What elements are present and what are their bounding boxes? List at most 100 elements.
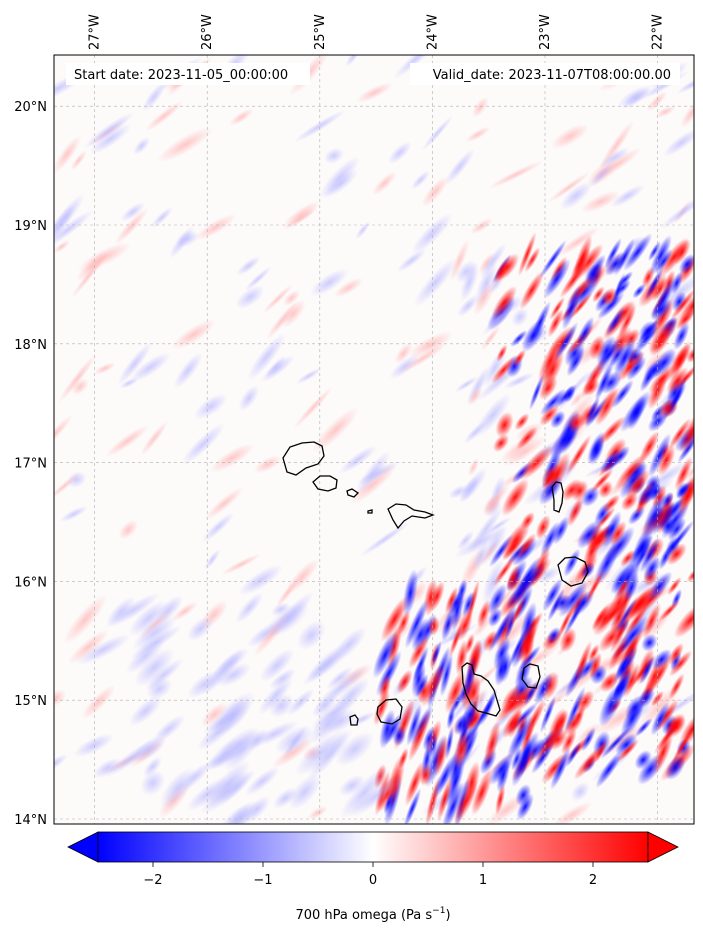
omega-southern-cell: [471, 769, 493, 816]
omega-weak-cell: [194, 393, 228, 420]
omega-southwest-cell: [270, 591, 314, 637]
omega-southern-cell: [433, 735, 449, 777]
omega-strong-cell: [449, 238, 470, 283]
colorbar-tick-label: −1: [253, 873, 272, 888]
omega-southwest-cell: [202, 748, 237, 771]
omega-weak-cell: [236, 256, 261, 276]
map-frame: [53, 54, 695, 825]
omega-strong-cell: [596, 338, 622, 371]
omega-southern-cell: [511, 743, 533, 787]
omega-southwest-cell: [212, 648, 249, 678]
map-panel: Start date: 2023-11-05_00:00:00 Valid_da…: [53, 54, 695, 825]
omega-weak-cell: [504, 436, 547, 467]
omega-strong-cell: [460, 262, 479, 302]
start-date-label: Start date: 2023-11-05_00:00:00: [74, 68, 288, 83]
omega-weak-cell: [285, 558, 320, 595]
omega-strong-cell: [524, 247, 541, 273]
omega-strong-cell: [587, 644, 600, 663]
omega-weak-cell: [265, 355, 287, 378]
omega-southern-cell: [404, 760, 425, 807]
omega-strong-cell: [636, 687, 656, 709]
omega-strong-cell: [655, 248, 673, 274]
omega-weak-cell: [511, 307, 529, 327]
longitude-label: 24°W: [425, 14, 440, 50]
omega-strong-cell: [550, 747, 571, 790]
omega-weak-cell: [140, 420, 168, 456]
colorbar-tick-label: 0: [369, 873, 377, 888]
island-boa-vista: [557, 556, 589, 587]
coastlines: [282, 441, 589, 726]
omega-southern-cell: [429, 733, 438, 758]
omega-weak-cell: [400, 342, 448, 373]
omega-weak-cell: [247, 333, 286, 381]
omega-strong-cell: [538, 476, 563, 505]
omega-southern-cell: [403, 788, 422, 824]
omega-strong-cell: [597, 416, 626, 446]
omega-southwest-cell: [235, 592, 264, 623]
omega-strong-cell: [620, 699, 645, 738]
omega-strong-cell: [591, 524, 612, 548]
omega-strong-cell: [657, 444, 676, 476]
omega-strong-cell: [623, 233, 653, 271]
longitude-label: 22°W: [651, 14, 666, 50]
omega-strong-cell: [652, 730, 674, 775]
omega-weak-cell: [118, 519, 138, 540]
longitude-label: 25°W: [313, 14, 328, 50]
omega-southern-cell: [477, 599, 491, 629]
colorbar-tick-label: 1: [479, 873, 487, 888]
omega-weak-cell: [221, 553, 262, 575]
omega-strong-cell: [678, 254, 694, 275]
omega-southwest-cell: [288, 773, 321, 810]
valid-date-box: [410, 63, 680, 85]
colorbar-extend-low: [67, 831, 99, 863]
omega-strong-cell: [561, 478, 582, 502]
omega-strong-cell: [620, 549, 636, 567]
omega-weak-cell: [332, 677, 370, 713]
omega-southern-cell: [431, 640, 442, 667]
omega-strong-cell: [539, 388, 567, 416]
omega-weak-cell: [93, 757, 122, 779]
omega-weak-cell: [114, 207, 149, 245]
omega-weak-cell: [142, 81, 167, 112]
omega-strong-cell: [553, 321, 579, 362]
omega-strong-cell: [512, 562, 546, 598]
omega-weak-cell: [205, 486, 244, 520]
omega-field: [54, 55, 694, 824]
omega-weak-cell: [238, 564, 283, 596]
omega-strong-cell: [658, 544, 673, 570]
omega-strong-cell: [479, 538, 501, 566]
omega-strong-cell: [595, 750, 623, 789]
omega-southern-cell: [437, 776, 453, 822]
omega-weak-cell: [324, 147, 344, 164]
omega-southern-cell: [496, 758, 510, 793]
omega-southern-cell: [487, 583, 507, 616]
omega-southwest-cell: [144, 658, 184, 691]
omega-weak-cell: [63, 594, 108, 644]
omega-strong-cell: [500, 684, 523, 714]
omega-southern-cell: [396, 669, 413, 694]
colorbar-label-close: ): [445, 908, 450, 923]
omega-strong-cell: [610, 272, 626, 309]
omega-strong-cell: [659, 237, 689, 277]
omega-weak-cell: [338, 445, 377, 474]
omega-weak-cell: [360, 521, 410, 557]
omega-southern-cell: [413, 646, 429, 682]
omega-weak-cell: [503, 372, 535, 389]
omega-strong-cell: [535, 514, 551, 540]
omega-strong-cell: [576, 520, 601, 549]
latitude-label: 18°N: [14, 338, 47, 353]
omega-weak-cell: [133, 137, 151, 155]
omega-strong-cell: [649, 330, 671, 357]
omega-southern-cell: [384, 713, 402, 746]
omega-southern-cell: [488, 608, 503, 628]
omega-weak-cell: [235, 285, 265, 309]
omega-southern-cell: [453, 778, 479, 824]
omega-strong-cell: [669, 650, 692, 677]
omega-southern-cell: [453, 714, 467, 735]
omega-strong-cell: [632, 283, 646, 299]
omega-strong-cell: [594, 387, 619, 426]
omega-weak-cell: [396, 248, 427, 273]
omega-southern-cell: [456, 579, 468, 602]
omega-strong-cell: [598, 480, 613, 499]
omega-strong-cell: [538, 376, 558, 400]
